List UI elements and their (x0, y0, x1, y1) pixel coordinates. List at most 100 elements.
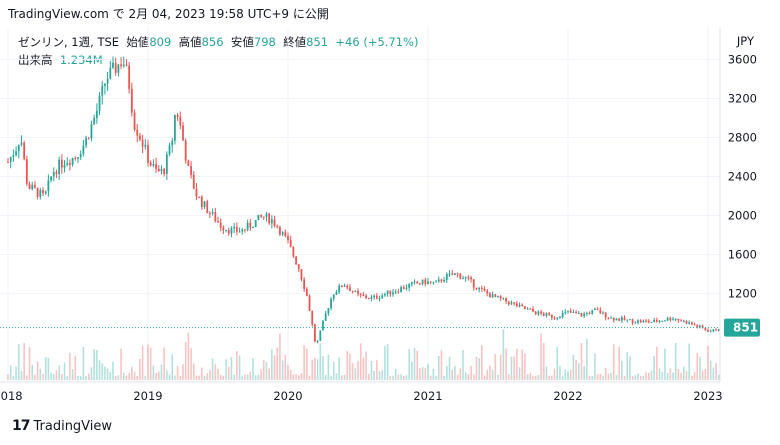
volume-bar (28, 347, 31, 380)
candle-body (155, 164, 157, 169)
volume-bar (384, 346, 386, 380)
candle-body (95, 110, 98, 119)
volume-bar (271, 349, 273, 380)
x-tick-label: 2021 (413, 389, 442, 403)
candle-body (203, 201, 206, 207)
candle-body (276, 225, 279, 227)
volume-bar (346, 350, 349, 380)
candle-body (529, 308, 532, 310)
candle-body (349, 287, 351, 291)
candle-body (612, 317, 615, 321)
candle-body (295, 256, 297, 265)
time-axis[interactable]: 2018 2019 2020 2021 2022 2023 (0, 381, 723, 403)
volume-bar (448, 357, 451, 380)
volume-bar (685, 370, 688, 380)
candle-body (699, 325, 701, 327)
candle-body (419, 283, 421, 285)
volume-bar (332, 361, 335, 380)
volume-bar (44, 357, 47, 380)
candle-body (147, 144, 149, 163)
candle-body (367, 298, 370, 300)
candle-body (42, 189, 44, 194)
volume-bar (279, 333, 281, 380)
volume-bar (594, 353, 596, 380)
x-tick-label: 2023 (693, 389, 722, 403)
candle-body (623, 317, 626, 321)
volume-bar (192, 363, 195, 380)
volume-bar (497, 374, 499, 380)
candle-body (346, 285, 349, 288)
candle-body (693, 324, 696, 326)
candle-body (359, 293, 362, 295)
candle-body (52, 171, 55, 177)
volume-bar (174, 375, 176, 380)
candle-body (254, 220, 257, 228)
volume-bar (688, 343, 690, 380)
volume-bar (52, 374, 55, 380)
volume-bar (114, 375, 117, 380)
price-chart[interactable]: 3600 3200 2800 2400 2000 1600 1200 2018 2019 202… (0, 28, 780, 413)
candle-body (357, 290, 359, 294)
candle-body (610, 317, 612, 319)
candle-body (55, 171, 58, 175)
candle-body (125, 64, 128, 66)
candle-body (117, 64, 120, 73)
candle-body (128, 65, 131, 89)
candle-body (550, 314, 553, 318)
footer-logo[interactable]: 17 TradingView (12, 418, 112, 434)
volume-bar (639, 375, 642, 380)
volume-bar (176, 366, 179, 380)
candle-body (510, 302, 513, 305)
candle-body (443, 279, 446, 282)
volume-bar (470, 365, 472, 380)
volume-bar (588, 375, 591, 380)
volume-bar (419, 368, 421, 380)
volume-bar (586, 338, 588, 380)
volume-bar (292, 374, 295, 380)
candle-body (545, 313, 548, 316)
volume-bar (623, 375, 626, 380)
volume-bar (424, 368, 427, 380)
volume-bar (246, 374, 249, 380)
volume-bar (411, 361, 413, 380)
volume-bar (187, 332, 190, 380)
volume-bar (577, 363, 580, 380)
volume-bar (236, 351, 238, 380)
volume-bar (440, 350, 443, 380)
candle-body (634, 322, 637, 324)
volume-bar (378, 371, 381, 380)
volume-bars (7, 329, 720, 380)
candle-body (297, 264, 300, 270)
candle-body (384, 294, 386, 296)
candle-body (319, 330, 322, 341)
candle-body (489, 293, 491, 298)
candle-body (160, 168, 163, 172)
volume-bar (311, 359, 314, 380)
candle-body (28, 183, 31, 190)
candle-body (413, 281, 416, 283)
candle-body (112, 62, 114, 68)
candle-body (572, 311, 575, 313)
volume-bar (376, 360, 378, 380)
candle-body (370, 297, 373, 299)
candle-body (672, 319, 674, 321)
candle-body (707, 330, 709, 332)
candle-body (219, 222, 222, 228)
price-axis[interactable]: 3600 3200 2800 2400 2000 1600 1200 (719, 28, 757, 382)
volume-bar (341, 375, 343, 380)
y-tick-label: 2800 (728, 131, 757, 145)
candle-body (685, 320, 688, 324)
candle-body (470, 277, 472, 280)
volume-bar (15, 366, 17, 380)
volume-bar (268, 368, 270, 380)
candle-body (34, 184, 36, 188)
volume-bar (330, 375, 332, 380)
volume-bar (58, 365, 60, 380)
candle-body (109, 67, 112, 79)
candle-body (437, 279, 440, 282)
volume-bar (510, 356, 513, 380)
candle-body (25, 159, 28, 184)
close-value: 851 (306, 35, 329, 49)
volume-bar (402, 375, 405, 380)
volume-bar (354, 368, 357, 380)
